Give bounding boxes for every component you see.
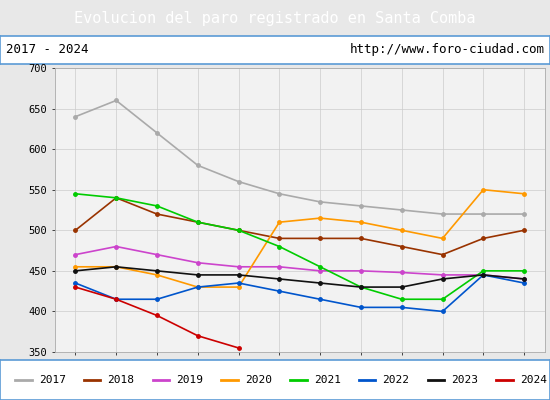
Text: 2021: 2021 — [314, 375, 341, 385]
Text: Evolucion del paro registrado en Santa Comba: Evolucion del paro registrado en Santa C… — [74, 10, 476, 26]
Text: http://www.foro-ciudad.com: http://www.foro-ciudad.com — [349, 44, 544, 56]
Text: 2017 - 2024: 2017 - 2024 — [6, 44, 88, 56]
Text: 2023: 2023 — [451, 375, 478, 385]
Text: 2022: 2022 — [383, 375, 410, 385]
Text: 2020: 2020 — [245, 375, 272, 385]
Text: 2017: 2017 — [39, 375, 66, 385]
Text: 2018: 2018 — [108, 375, 135, 385]
Text: 2024: 2024 — [520, 375, 547, 385]
Text: 2019: 2019 — [176, 375, 204, 385]
